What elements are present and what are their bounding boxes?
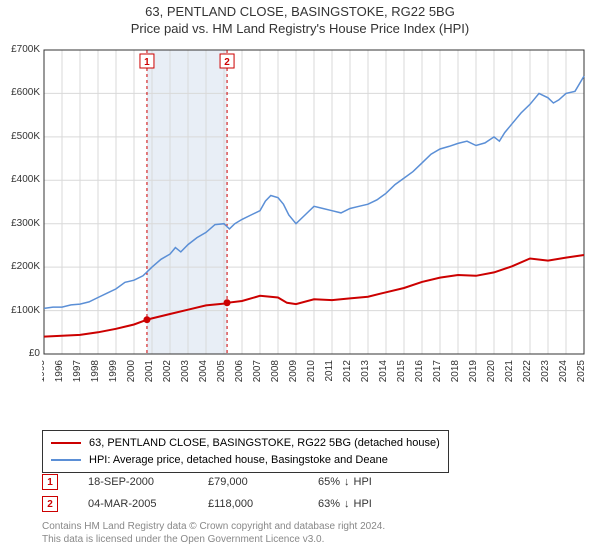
x-axis-label: 2004: [198, 360, 209, 383]
x-axis-label: 1997: [72, 360, 83, 383]
sale-vs-hpi: 65% ↓ HPI: [318, 476, 372, 488]
sale-period-band: [147, 50, 227, 354]
y-axis-label: £300K: [0, 218, 40, 229]
down-arrow-icon: ↓: [344, 476, 350, 488]
y-axis-label: £400K: [0, 174, 40, 185]
diff-rel: HPI: [354, 498, 372, 510]
legend-swatch: [51, 459, 81, 461]
title-block: 63, PENTLAND CLOSE, BASINGSTOKE, RG22 5B…: [0, 0, 600, 36]
x-axis-label: 1996: [54, 360, 65, 383]
x-axis-label: 2013: [360, 360, 371, 383]
x-axis-label: 2011: [324, 360, 335, 382]
x-axis-label: 2008: [270, 360, 281, 383]
diff-rel: HPI: [354, 476, 372, 488]
x-axis-label: 2021: [504, 360, 515, 383]
legend-row: HPI: Average price, detached house, Basi…: [51, 452, 440, 469]
chart-page: 63, PENTLAND CLOSE, BASINGSTOKE, RG22 5B…: [0, 0, 600, 560]
footer-line-2: This data is licensed under the Open Gov…: [42, 533, 385, 546]
sale-vs-hpi: 63% ↓ HPI: [318, 498, 372, 510]
x-axis-label: 2020: [486, 360, 497, 383]
x-axis-label: 2005: [216, 360, 227, 383]
x-axis-label: 2007: [252, 360, 263, 383]
x-axis-label: 2025: [576, 360, 587, 383]
x-axis-label: 2006: [234, 360, 245, 383]
x-axis-label: 2019: [468, 360, 479, 383]
x-axis-label: 2012: [342, 360, 353, 383]
sale-price: £118,000: [208, 498, 288, 510]
x-axis-label: 2000: [126, 360, 137, 383]
x-axis-label: 2015: [396, 360, 407, 383]
y-axis-label: £500K: [0, 131, 40, 142]
x-axis-label: 2010: [306, 360, 317, 383]
y-axis-label: £600K: [0, 87, 40, 98]
legend-row: 63, PENTLAND CLOSE, BASINGSTOKE, RG22 5B…: [51, 435, 440, 452]
sale-marker-number: 1: [144, 57, 150, 68]
y-axis-label: £200K: [0, 261, 40, 272]
sale-date: 04-MAR-2005: [88, 498, 178, 510]
sale-row: 2 04-MAR-2005 £118,000 63% ↓ HPI: [42, 496, 372, 512]
x-axis-label: 2018: [450, 360, 461, 383]
x-axis-label: 1998: [90, 360, 101, 383]
legend-label: 63, PENTLAND CLOSE, BASINGSTOKE, RG22 5B…: [89, 435, 440, 452]
diff-pct: 63%: [318, 498, 340, 510]
legend-swatch: [51, 442, 81, 444]
x-axis-label: 1995: [42, 360, 47, 383]
sale-marker-number: 2: [224, 57, 230, 68]
x-axis-label: 2009: [288, 360, 299, 383]
subtitle: Price paid vs. HM Land Registry's House …: [0, 21, 600, 36]
x-axis-label: 2003: [180, 360, 191, 383]
x-axis-label: 2016: [414, 360, 425, 383]
x-axis-label: 2002: [162, 360, 173, 383]
price-chart: 1995 1996 1997 1998 1999 2000 2001 2002 2003 2004…: [42, 44, 590, 384]
x-axis-label: 2022: [522, 360, 533, 383]
y-axis-label: £700K: [0, 44, 40, 55]
legend-label: HPI: Average price, detached house, Basi…: [89, 452, 388, 469]
sale-price: £79,000: [208, 476, 288, 488]
x-axis-label: 1999: [108, 360, 119, 383]
legend: 63, PENTLAND CLOSE, BASINGSTOKE, RG22 5B…: [42, 430, 449, 473]
diff-pct: 65%: [318, 476, 340, 488]
sale-date: 18-SEP-2000: [88, 476, 178, 488]
x-axis-label: 2017: [432, 360, 443, 383]
footer-attribution: Contains HM Land Registry data © Crown c…: [42, 520, 385, 546]
sale-point: [224, 299, 231, 306]
sale-row-marker: 2: [42, 496, 58, 512]
x-axis-label: 2001: [144, 360, 155, 383]
y-axis-label: £100K: [0, 305, 40, 316]
sale-point: [143, 316, 150, 323]
footer-line-1: Contains HM Land Registry data © Crown c…: [42, 520, 385, 533]
x-axis-label: 2014: [378, 360, 389, 383]
y-axis-label: £0: [0, 348, 40, 359]
x-axis-label: 2024: [558, 360, 569, 383]
sale-row-marker: 1: [42, 474, 58, 490]
x-axis-label: 2023: [540, 360, 551, 383]
sales-table: 1 18-SEP-2000 £79,000 65% ↓ HPI 2 04-MAR-2005 £1…: [42, 474, 372, 518]
address-title: 63, PENTLAND CLOSE, BASINGSTOKE, RG22 5B…: [0, 4, 600, 19]
sale-row: 1 18-SEP-2000 £79,000 65% ↓ HPI: [42, 474, 372, 490]
down-arrow-icon: ↓: [344, 498, 350, 510]
